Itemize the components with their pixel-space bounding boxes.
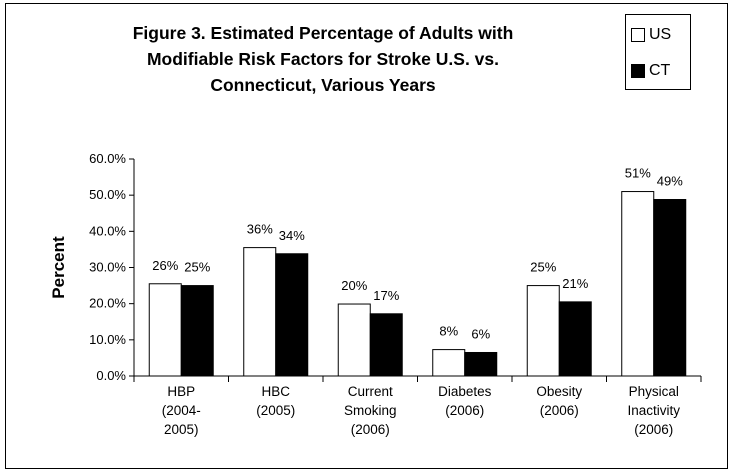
data-label-ct: 21% [562, 276, 588, 291]
data-label-us: 20% [341, 278, 367, 293]
bar-ct [180, 285, 214, 377]
data-label-ct: 49% [657, 174, 683, 189]
x-category-label: HBC [261, 384, 290, 399]
x-category-label: Diabetes [438, 384, 492, 399]
x-category-label: (2006) [351, 422, 390, 437]
bar-ct [275, 253, 309, 377]
bar-ct [558, 301, 592, 377]
data-label-ct: 6% [471, 326, 490, 341]
x-category-label: Physical [629, 384, 679, 399]
y-tick-label: 30.0% [89, 260, 126, 275]
data-label-ct: 34% [279, 228, 305, 243]
x-category-label: Current [348, 384, 393, 399]
chart-title-line-2: Modifiable Risk Factors for Stroke U.S. … [146, 49, 500, 69]
bar-us [621, 191, 655, 377]
bar-ct [464, 351, 498, 377]
y-tick-label: 40.0% [89, 223, 126, 238]
bar-ct [653, 199, 687, 377]
chart-title-line-1: Figure 3. Estimated Percentage of Adults… [132, 23, 514, 43]
legend-item-us: US [631, 25, 671, 45]
data-label-ct: 17% [373, 288, 399, 303]
bar-us [148, 283, 182, 377]
chart-legend: US CT [625, 14, 691, 90]
y-tick-label: 60.0% [89, 151, 126, 166]
data-label-ct: 25% [184, 260, 210, 275]
x-category-label: (2006) [445, 403, 484, 418]
y-axis-label: Percent [49, 236, 68, 299]
legend-swatch-us [631, 28, 645, 42]
x-category-label: (2006) [540, 403, 579, 418]
bar-us [337, 303, 371, 377]
bar-us [432, 349, 466, 377]
x-category-label: Smoking [344, 403, 397, 418]
bar-ct [369, 313, 403, 377]
data-label-us: 51% [625, 166, 651, 181]
legend-item-ct: CT [631, 61, 670, 81]
x-category-label: HBP [167, 384, 195, 399]
legend-label-ct: CT [649, 62, 671, 79]
data-label-us: 36% [247, 222, 273, 237]
x-category-label: (2005) [256, 403, 295, 418]
x-category-label: 2005) [164, 422, 199, 437]
chart-title-line-3: Connecticut, Various Years [210, 75, 436, 95]
chart-title: Figure 3. Estimated Percentage of Adults… [100, 20, 546, 98]
x-category-label: (2004- [162, 403, 201, 418]
chart-frame [5, 3, 728, 469]
y-tick-label: 20.0% [89, 296, 126, 311]
bar-us [526, 285, 560, 377]
data-label-us: 8% [439, 324, 458, 339]
x-category-label: (2006) [634, 422, 673, 437]
data-label-us: 25% [530, 260, 556, 275]
legend-label-us: US [649, 26, 672, 43]
y-tick-label: 50.0% [89, 187, 126, 202]
legend-swatch-ct [631, 64, 645, 78]
x-category-label: Obesity [536, 384, 582, 399]
bar-us [243, 247, 277, 377]
y-tick-label: 10.0% [89, 332, 126, 347]
x-category-label: Inactivity [627, 403, 680, 418]
data-label-us: 26% [152, 258, 178, 273]
y-tick-label: 0.0% [96, 368, 126, 383]
